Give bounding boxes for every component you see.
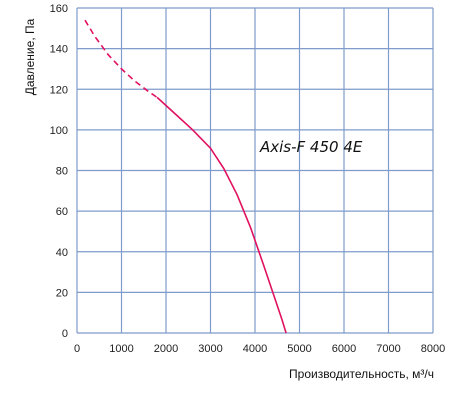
x-tick-label: 0 [74, 343, 80, 355]
model-annotation: Axis-F 450 4E [259, 138, 363, 156]
y-tick-label: 140 [50, 44, 68, 56]
x-tick-label: 1000 [109, 343, 133, 355]
grid [76, 7, 434, 334]
x-axis-title: Производительность, м³/ч [289, 367, 434, 381]
y-tick-label: 0 [62, 328, 68, 340]
x-tick-label: 3000 [198, 343, 222, 355]
x-tick-label: 4000 [243, 343, 267, 355]
y-tick-label: 160 [50, 3, 68, 15]
x-axis-ticks: 0 1000 2000 3000 4000 5000 6000 7000 8000 [74, 343, 445, 355]
x-tick-label: 6000 [332, 343, 356, 355]
x-tick-label: 2000 [154, 343, 178, 355]
y-tick-label: 20 [56, 287, 68, 299]
y-tick-label: 120 [50, 84, 68, 96]
y-axis-ticks: 0 20 40 60 80 100 120 140 160 [50, 3, 68, 340]
x-tick-label: 8000 [421, 343, 445, 355]
curve-dashed-segment [84, 19, 158, 99]
y-axis-title: Давление, Па [23, 18, 37, 95]
data-series [84, 19, 287, 334]
y-tick-label: 60 [56, 206, 68, 218]
curve-solid-segment [156, 96, 287, 334]
y-tick-label: 80 [56, 166, 68, 178]
x-tick-label: 5000 [287, 343, 311, 355]
y-tick-label: 100 [50, 125, 68, 137]
y-tick-label: 40 [56, 247, 68, 259]
x-tick-label: 7000 [376, 343, 400, 355]
